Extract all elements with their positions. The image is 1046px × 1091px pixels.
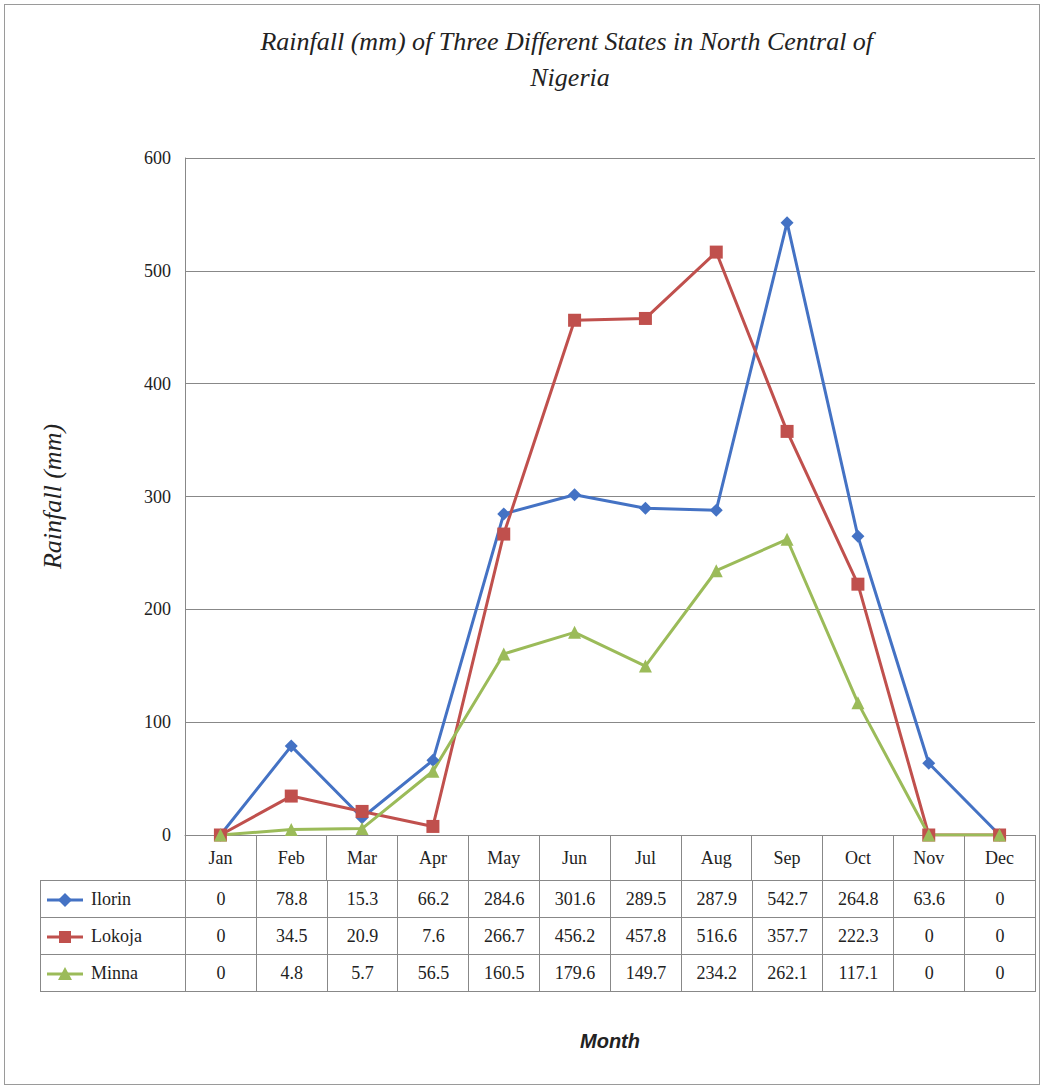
html-text:266.7: 266.7 xyxy=(484,925,525,946)
html-text:Minna: Minna xyxy=(91,962,138,983)
svg-text:Jul: Jul xyxy=(635,848,656,868)
svg-text:400: 400 xyxy=(144,374,171,394)
html-text:4.8: 4.8 xyxy=(280,962,303,983)
html-text:160.5: 160.5 xyxy=(484,962,525,983)
html-text:357.7: 357.7 xyxy=(767,925,808,946)
html-text:287.9: 287.9 xyxy=(696,888,737,909)
html-text:0: 0 xyxy=(995,888,1005,909)
svg-text:Jun: Jun xyxy=(562,848,587,868)
html-text:34.5: 34.5 xyxy=(276,925,308,946)
html-text:117.1: 117.1 xyxy=(838,962,879,983)
html-text:179.6: 179.6 xyxy=(554,962,596,983)
html-text:149.7: 149.7 xyxy=(625,962,667,983)
html-text:63.6: 63.6 xyxy=(913,888,945,909)
html-text:457.8: 457.8 xyxy=(625,925,667,946)
html-text:Lokoja: Lokoja xyxy=(91,925,142,946)
html-text:7.6: 7.6 xyxy=(422,925,445,946)
html-text:0: 0 xyxy=(216,888,226,909)
svg-text:Mar: Mar xyxy=(347,848,377,868)
html-text:222.3: 222.3 xyxy=(838,925,879,946)
svg-text:200: 200 xyxy=(144,599,171,619)
html-text:0: 0 xyxy=(216,925,226,946)
svg-text:Jan: Jan xyxy=(208,848,232,868)
html-text:234.2: 234.2 xyxy=(696,962,737,983)
html-text:0: 0 xyxy=(216,962,226,983)
svg-text:600: 600 xyxy=(144,148,171,168)
html-text:289.5: 289.5 xyxy=(625,888,667,909)
svg-text:Feb: Feb xyxy=(278,848,305,868)
html-text:56.5: 56.5 xyxy=(417,962,450,983)
html-text:Month: Month xyxy=(580,1030,640,1052)
html-text:264.8: 264.8 xyxy=(838,888,879,909)
svg-text:May: May xyxy=(487,848,520,868)
html-text:Ilorin: Ilorin xyxy=(91,888,131,909)
svg-text:Sep: Sep xyxy=(774,848,801,868)
html-text:456.2: 456.2 xyxy=(554,925,596,946)
svg-text:300: 300 xyxy=(144,487,171,507)
html-text:78.8: 78.8 xyxy=(276,888,308,909)
html-text:0: 0 xyxy=(995,962,1005,983)
html-text:301.6: 301.6 xyxy=(554,888,596,909)
svg-text:Dec: Dec xyxy=(985,848,1014,868)
svg-text:Rainfall (mm): Rainfall (mm) xyxy=(38,424,67,570)
svg-text:Apr: Apr xyxy=(419,848,447,868)
svg-text:500: 500 xyxy=(144,261,171,281)
svg-text:Rainfall (mm) of Three Differe: Rainfall (mm) of Three Different States … xyxy=(259,27,879,56)
html-text:0: 0 xyxy=(924,962,934,983)
svg-text:Oct: Oct xyxy=(845,848,871,868)
svg-text:Nov: Nov xyxy=(913,848,944,868)
html-text:5.7: 5.7 xyxy=(351,962,374,983)
html-text:284.6: 284.6 xyxy=(484,888,525,909)
svg-text:0: 0 xyxy=(162,825,171,845)
html-text:516.6: 516.6 xyxy=(696,925,737,946)
svg-text:Aug: Aug xyxy=(701,848,732,868)
html-text:0: 0 xyxy=(995,925,1005,946)
html-text:0: 0 xyxy=(924,925,934,946)
html-text:20.9: 20.9 xyxy=(346,925,379,946)
html-text:66.2: 66.2 xyxy=(417,888,450,909)
html-text:15.3: 15.3 xyxy=(346,888,379,909)
svg-text:100: 100 xyxy=(144,712,171,732)
html-text:542.7: 542.7 xyxy=(767,888,808,909)
html-text:262.1: 262.1 xyxy=(767,962,808,983)
svg-text:Nigeria: Nigeria xyxy=(529,63,609,92)
